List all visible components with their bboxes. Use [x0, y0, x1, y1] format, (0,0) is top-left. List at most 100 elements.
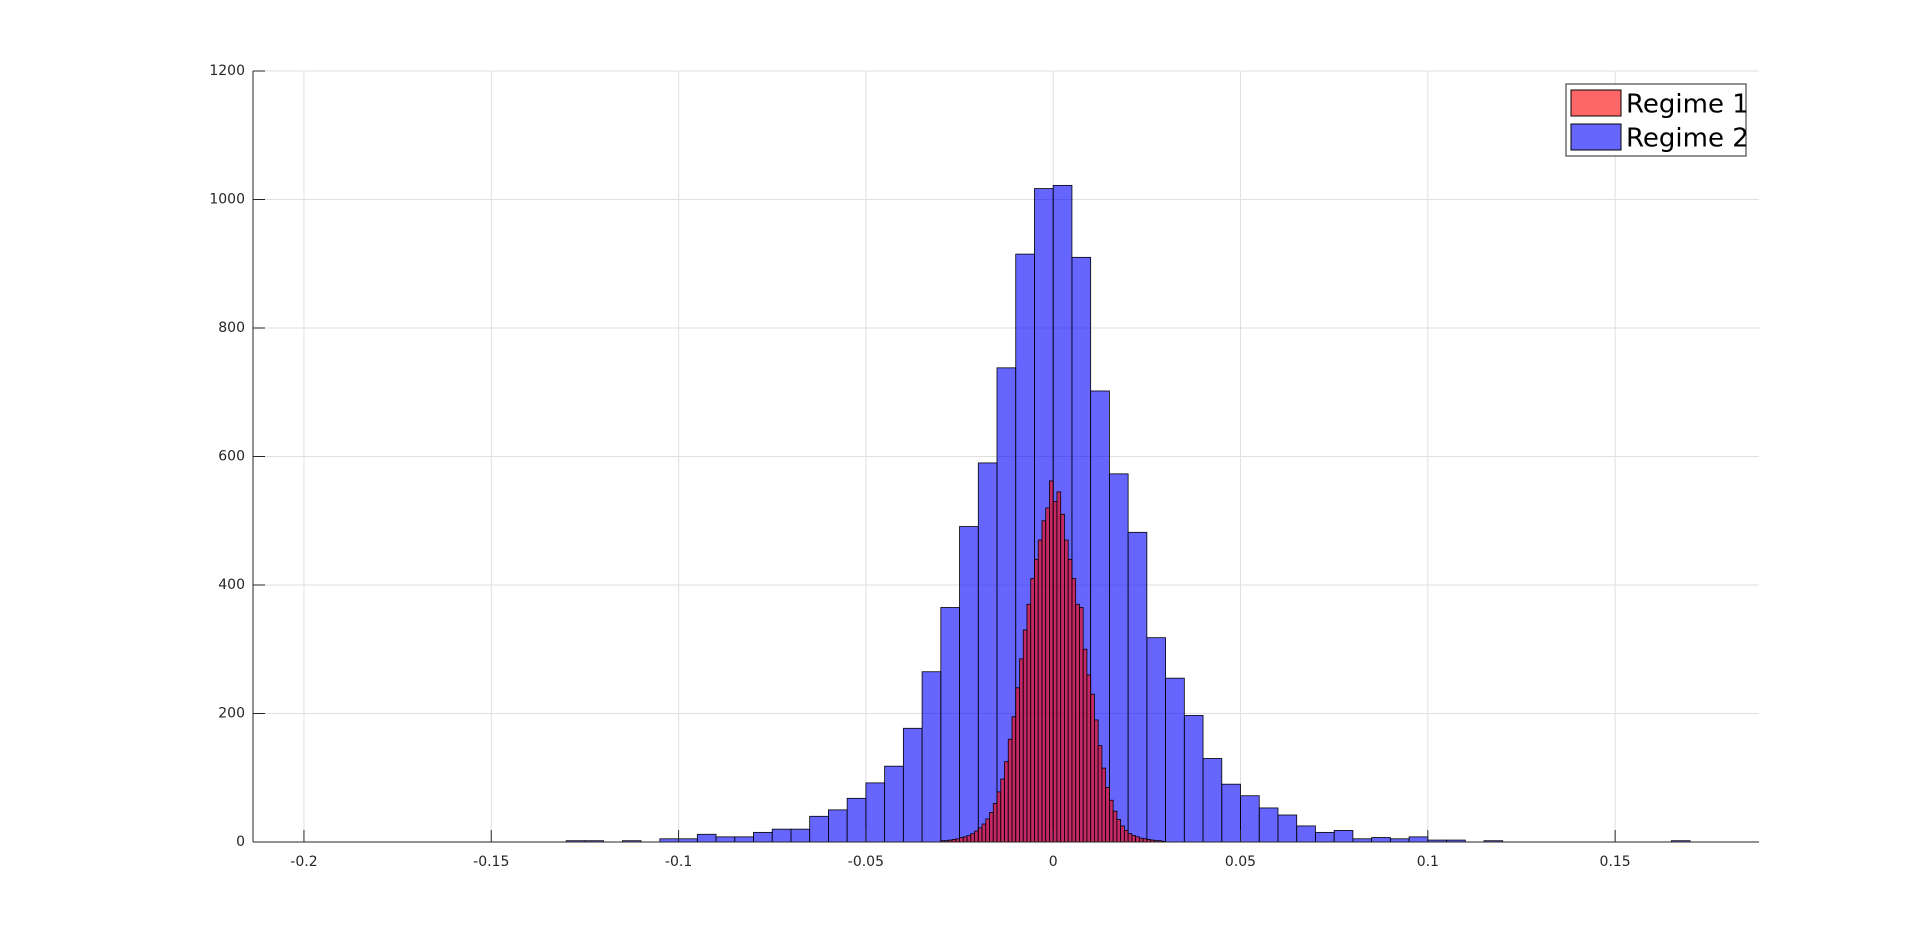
- bar: [1071, 578, 1077, 843]
- y-tick-label: 800: [218, 320, 245, 336]
- y-tick-label: 200: [218, 706, 245, 722]
- bar: [1165, 677, 1185, 843]
- bar: [1127, 531, 1148, 843]
- bar: [1116, 819, 1122, 843]
- bar: [846, 797, 867, 843]
- bar: [1011, 716, 1017, 843]
- y-tick-label: 0: [236, 834, 245, 850]
- bar: [1060, 513, 1065, 843]
- bar: [1094, 719, 1099, 843]
- bar: [1026, 603, 1032, 843]
- x-tick-label: 0.05: [1225, 854, 1256, 870]
- bar: [1123, 830, 1129, 843]
- legend-swatch: [1570, 123, 1622, 151]
- y-tick-label: 1200: [209, 63, 245, 79]
- bar: [1183, 715, 1204, 843]
- x-tick-label: -0.1: [665, 854, 692, 870]
- bar: [1315, 831, 1335, 843]
- bar: [1067, 558, 1073, 843]
- bar: [1000, 778, 1005, 843]
- bar: [1041, 520, 1047, 843]
- bar: [771, 828, 792, 843]
- bar: [1101, 767, 1107, 843]
- bar: [1202, 758, 1223, 843]
- y-tick-label: 1000: [209, 192, 245, 208]
- bar: [1108, 473, 1129, 843]
- bar: [992, 803, 998, 843]
- bar: [696, 833, 717, 843]
- bar: [790, 828, 811, 843]
- bar: [1408, 836, 1429, 843]
- bar: [1045, 507, 1050, 843]
- bar: [753, 831, 773, 843]
- bar: [977, 827, 983, 843]
- bar: [1037, 539, 1043, 843]
- x-tick-label: 0: [1049, 854, 1058, 870]
- bar: [1090, 693, 1095, 843]
- bar: [1146, 637, 1166, 843]
- x-tick-label: -0.05: [848, 854, 884, 870]
- bar: [985, 818, 990, 843]
- bar: [1082, 648, 1088, 843]
- bar: [981, 823, 987, 843]
- bar: [1138, 837, 1144, 843]
- bar: [865, 782, 886, 843]
- bar: [1056, 491, 1062, 843]
- bar: [921, 671, 942, 843]
- bar: [962, 836, 968, 843]
- bar: [966, 835, 972, 843]
- bar: [715, 836, 736, 843]
- x-tick-label: -0.2: [290, 854, 317, 870]
- bar: [974, 830, 979, 843]
- bar: [1019, 658, 1024, 843]
- bar: [1120, 825, 1125, 843]
- bar: [1240, 795, 1260, 843]
- bar: [989, 812, 994, 843]
- bar: [1004, 761, 1009, 843]
- x-tick-label: 0.15: [1600, 854, 1631, 870]
- bar: [1221, 783, 1241, 843]
- bar: [1086, 674, 1092, 843]
- bars: [565, 184, 1691, 843]
- bar: [902, 727, 923, 843]
- bar: [940, 607, 960, 843]
- axes: -0.2 -0.15 -0.1 -0.05 0 0.05 0.1 0.15 0 200 400 600…: [209, 63, 1759, 870]
- bar: [1097, 745, 1103, 843]
- x-tick-label: -0.15: [473, 854, 509, 870]
- bar: [996, 791, 1002, 843]
- bar: [809, 815, 829, 843]
- y-tick-label: 600: [218, 449, 245, 465]
- bar: [959, 837, 964, 843]
- bar: [1277, 814, 1298, 843]
- bar: [1079, 607, 1084, 843]
- bar: [1007, 738, 1013, 843]
- bar: [1034, 558, 1039, 843]
- bar: [977, 462, 998, 843]
- bar: [1075, 603, 1080, 843]
- bar: [1371, 837, 1391, 843]
- bar: [959, 526, 979, 843]
- legend-label: Regime 1: [1626, 90, 1749, 120]
- bar: [1112, 810, 1118, 843]
- bar: [1105, 786, 1110, 843]
- legend: Regime 1 Regime 2: [1565, 83, 1749, 157]
- legend-swatch: [1570, 89, 1622, 117]
- bar: [1049, 480, 1054, 843]
- x-tick-label: 0.1: [1417, 854, 1439, 870]
- bar: [1127, 833, 1133, 843]
- bar: [1064, 539, 1069, 843]
- y-tick-label: 400: [218, 577, 245, 593]
- bar: [734, 836, 754, 843]
- bar: [1052, 501, 1058, 843]
- bar: [1131, 835, 1137, 843]
- bar: [1258, 807, 1279, 843]
- bar: [1015, 687, 1020, 843]
- bar: [828, 809, 848, 843]
- bar: [1296, 825, 1316, 843]
- bar: [1333, 830, 1354, 843]
- bar: [1108, 799, 1114, 843]
- bar: [970, 833, 975, 843]
- legend-label: Regime 2: [1626, 124, 1749, 154]
- bar: [1030, 578, 1035, 843]
